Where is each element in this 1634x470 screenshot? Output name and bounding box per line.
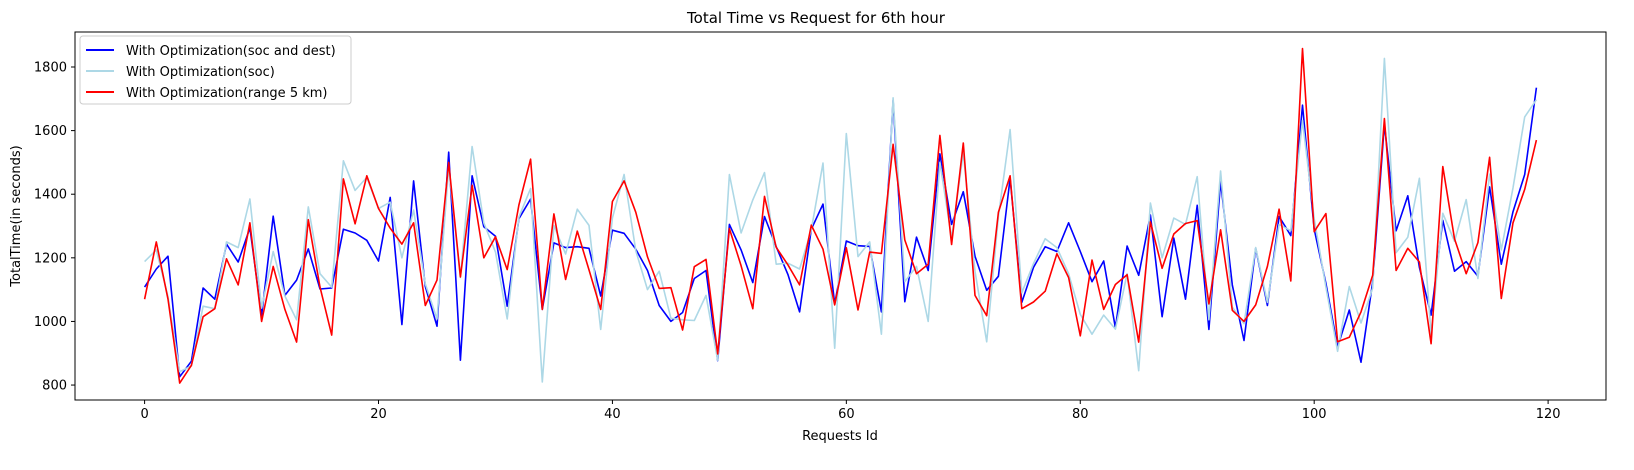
- x-tick-label: 120: [1536, 407, 1561, 422]
- legend-label-series-1: With Optimization(soc and dest): [126, 44, 336, 59]
- x-tick-label: 0: [140, 407, 148, 422]
- chart-title: Total Time vs Request for 6th hour: [686, 9, 946, 27]
- y-axis: 800 1000 1200 1400 1600 1800: [34, 60, 75, 394]
- x-axis-label: Requests Id: [802, 429, 878, 444]
- legend-label-series-3: With Optimization(range 5 km): [126, 86, 327, 101]
- plot-frame: [74, 31, 1607, 401]
- x-axis: 0 20 40 60 80 100 120: [140, 400, 1561, 422]
- legend-label-series-2: With Optimization(soc): [126, 65, 275, 80]
- x-tick-label: 80: [1072, 407, 1089, 422]
- x-tick-label: 20: [370, 407, 387, 422]
- x-tick-label: 60: [838, 407, 855, 422]
- y-tick-label: 800: [42, 379, 67, 394]
- y-tick-label: 1200: [34, 251, 67, 266]
- y-tick-label: 1000: [34, 315, 67, 330]
- series-line-3: [143, 47, 1538, 384]
- x-tick-label: 40: [604, 407, 621, 422]
- plot-area: [143, 47, 1538, 384]
- y-tick-label: 1800: [34, 60, 67, 75]
- legend: With Optimization(soc and dest) With Opt…: [79, 35, 352, 105]
- legend-box: [79, 35, 352, 105]
- x-tick-label: 100: [1302, 407, 1327, 422]
- y-axis-label: TotalTime(in seconds): [9, 145, 24, 287]
- y-tick-label: 1400: [34, 188, 67, 203]
- y-tick-label: 1600: [34, 124, 67, 139]
